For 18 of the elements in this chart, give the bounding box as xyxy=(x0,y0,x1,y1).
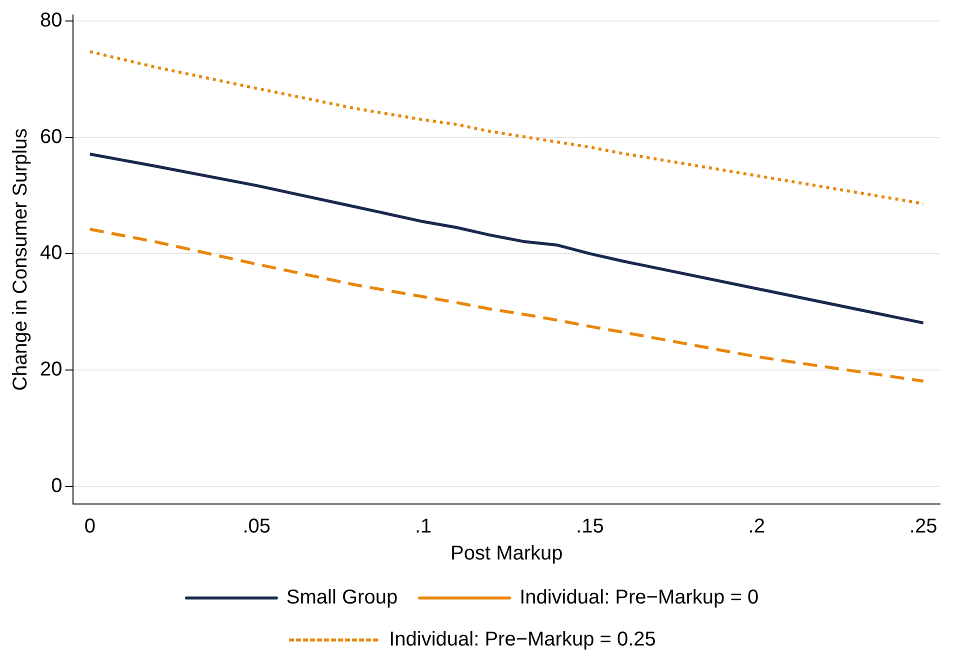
y-tick-label: 20 xyxy=(40,358,62,381)
legend-label: Individual: Pre−Markup = 0 xyxy=(520,586,759,609)
x-tick-label: .1 xyxy=(414,516,432,538)
line-series xyxy=(88,228,925,383)
x-tick-label: .2 xyxy=(748,516,765,538)
x-tick-label: .25 xyxy=(909,516,938,538)
legend-label: Small Group xyxy=(286,586,398,609)
x-axis-title: Post Markup xyxy=(450,542,563,565)
x-tick-label: .05 xyxy=(242,516,271,538)
line-series xyxy=(88,50,925,206)
y-axis-title: Change in Consumer Surplus xyxy=(10,128,32,391)
y-tick-label: 80 xyxy=(40,9,62,32)
y-tick-label: 0 xyxy=(51,475,62,498)
y-tick-label: 40 xyxy=(40,242,62,264)
y-tick-label: 60 xyxy=(40,126,62,148)
x-tick-label: .15 xyxy=(576,516,604,538)
x-tick-label: 0 xyxy=(84,516,96,538)
legend-label: Individual: Pre−Markup = 0.25 xyxy=(389,628,656,651)
